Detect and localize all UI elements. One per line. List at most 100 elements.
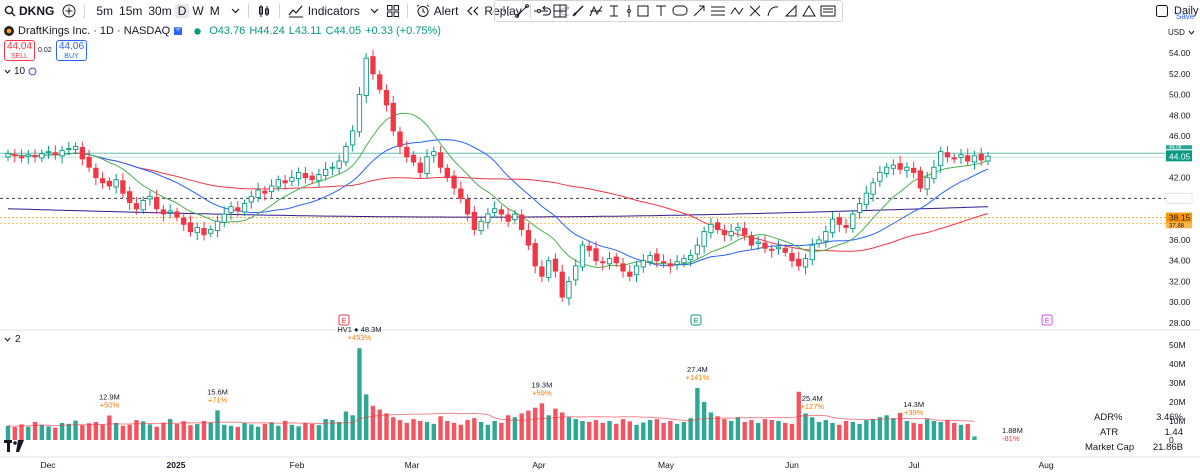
- vertical-line-icon[interactable]: [625, 4, 633, 18]
- text-cursor-icon[interactable]: [607, 4, 621, 18]
- plus-circle-icon: [62, 4, 76, 18]
- candle-body: [654, 253, 660, 262]
- layouts-button[interactable]: [383, 0, 403, 22]
- sell-button[interactable]: 44.04 SELL: [4, 40, 35, 61]
- candle-body: [478, 220, 484, 232]
- daily-close-toggle[interactable]: Daily C: [1152, 0, 1200, 22]
- volume-bar: [918, 423, 923, 440]
- candle-body: [201, 228, 207, 236]
- callout-icon[interactable]: [672, 4, 688, 18]
- volume-tick-label: 40M: [1169, 359, 1186, 369]
- volume-bar: [661, 422, 666, 440]
- candle-body: [221, 213, 227, 223]
- daily-close-label: Daily C: [1174, 5, 1200, 17]
- chart-type-button[interactable]: [253, 0, 275, 22]
- candle-body: [687, 255, 694, 261]
- timeframe-dropdown[interactable]: [227, 0, 244, 22]
- currency-label[interactable]: USD: [1168, 28, 1185, 37]
- curve-icon[interactable]: [766, 4, 780, 18]
- timeframe-d[interactable]: D: [174, 4, 190, 18]
- candle-body: [748, 235, 755, 246]
- volume-bar: [66, 423, 72, 440]
- pane-number: 2: [15, 334, 21, 345]
- volume-bar: [93, 421, 99, 440]
- text-icon[interactable]: [654, 4, 668, 18]
- alert-button[interactable]: Alert: [412, 0, 463, 22]
- candle-body: [593, 248, 599, 262]
- volume-bar: [228, 425, 234, 440]
- symbol-search[interactable]: DKNG: [0, 0, 58, 22]
- volume-peak-change: +127%: [800, 402, 824, 411]
- candle-body: [985, 155, 991, 162]
- candle-body: [863, 192, 869, 206]
- candle-body: [546, 260, 552, 278]
- earnings-marker-label: E: [341, 316, 346, 325]
- time-tick-label: Apr: [532, 460, 545, 470]
- brush-icon[interactable]: [571, 4, 585, 18]
- volume-bar: [161, 422, 166, 440]
- timeframe-w[interactable]: W: [192, 4, 204, 18]
- chevron-down-icon[interactable]: [1188, 30, 1195, 35]
- candle-body: [775, 246, 782, 250]
- horizontal-ray-icon[interactable]: [533, 4, 549, 18]
- volume-bar: [952, 422, 957, 440]
- undo-button[interactable]: [535, 0, 556, 22]
- candle-body: [843, 224, 849, 228]
- price-tick-label: 46.00: [1169, 131, 1191, 141]
- volume-bar: [526, 410, 531, 440]
- spread-value: 0.02: [38, 47, 52, 54]
- compare-button[interactable]: [58, 0, 80, 22]
- candle-body: [620, 263, 626, 272]
- drag-handle-icon[interactable]: [501, 4, 511, 18]
- candle-body: [519, 214, 525, 230]
- ma-indicator-row[interactable]: 10: [4, 66, 37, 77]
- volume-pane-header[interactable]: 2: [4, 334, 21, 345]
- candle-body: [701, 231, 707, 247]
- volume-bar: [681, 421, 687, 440]
- volume-bar: [296, 426, 301, 440]
- timeframe-m[interactable]: M: [209, 4, 220, 18]
- arrow-icon[interactable]: [692, 4, 706, 18]
- pattern-icon[interactable]: [730, 4, 744, 18]
- timeframe-15m[interactable]: 15m: [119, 4, 143, 18]
- candle-body: [627, 271, 633, 277]
- candle-body: [829, 218, 836, 234]
- candle-body: [755, 241, 761, 245]
- candle-body: [86, 156, 92, 168]
- triangle-icon[interactable]: [802, 4, 816, 18]
- volume-bar: [303, 422, 308, 440]
- volume-bar: [769, 420, 774, 440]
- measure-icon[interactable]: [784, 4, 798, 18]
- candle-body: [437, 152, 444, 168]
- list-icon[interactable]: [820, 4, 836, 18]
- trend-line-icon[interactable]: [515, 4, 529, 18]
- volume-bar: [107, 415, 112, 440]
- time-tick-label: Jun: [785, 460, 799, 470]
- volume-bar: [593, 420, 599, 440]
- buy-button[interactable]: 44.06 BUY: [56, 40, 87, 61]
- rectangle-icon[interactable]: [636, 4, 650, 18]
- volume-peak-label: 27.4M: [687, 365, 708, 374]
- indicators-button[interactable]: Indicators: [284, 0, 383, 22]
- flag-icon[interactable]: [174, 27, 183, 35]
- candle-body: [951, 157, 957, 160]
- low-value: L43.11: [288, 25, 322, 37]
- volume-bar: [587, 421, 592, 440]
- volume-bar: [26, 426, 31, 440]
- fib-icon[interactable]: [589, 4, 603, 18]
- price-tick-label: 36.00: [1169, 235, 1191, 245]
- volume-bar: [830, 422, 835, 440]
- lines-icon[interactable]: [710, 4, 726, 18]
- timeframe-5m[interactable]: 5m: [96, 4, 114, 18]
- price-tick-label: 50.00: [1169, 90, 1191, 100]
- volume-bar: [336, 421, 342, 440]
- projection-icon[interactable]: [748, 4, 762, 18]
- save-link[interactable]: Save: [1176, 12, 1195, 21]
- candle-body: [444, 167, 450, 179]
- candle-body: [728, 231, 734, 237]
- crosshair-box-icon[interactable]: [553, 4, 567, 18]
- volume-bar: [140, 421, 146, 440]
- candle-body: [640, 260, 646, 268]
- timeframe-30m[interactable]: 30m: [148, 4, 172, 18]
